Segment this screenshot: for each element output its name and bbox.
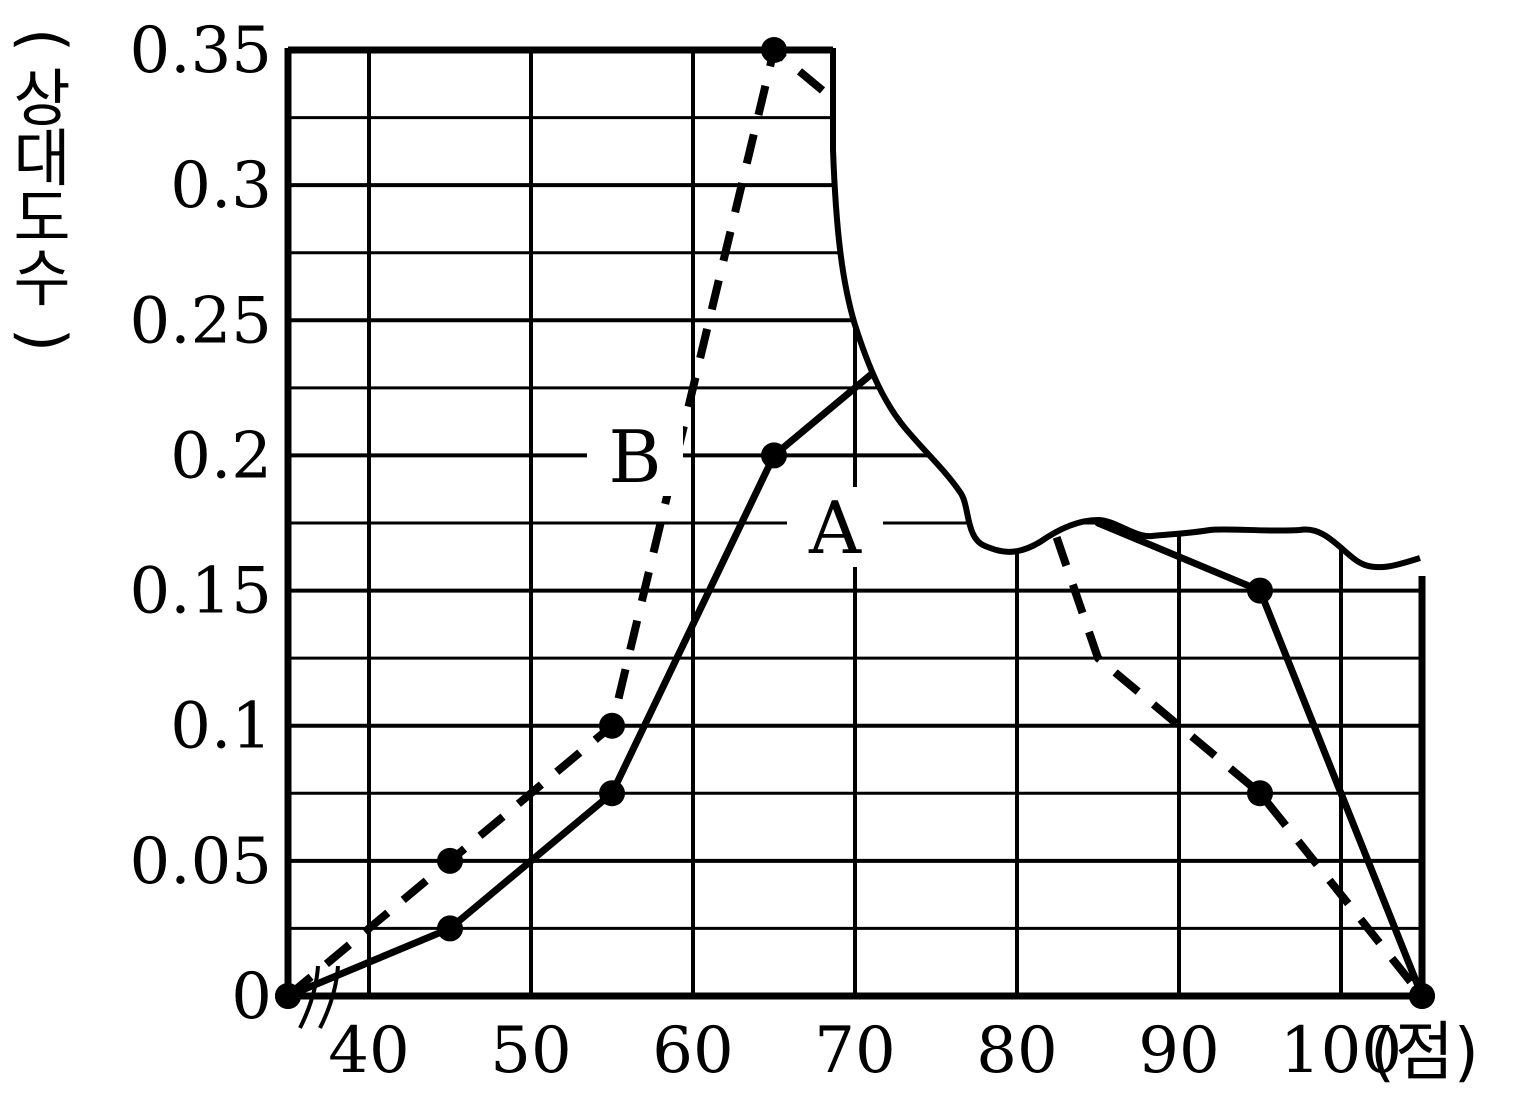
x-axis-unit-label: (점) <box>1370 1016 1479 1090</box>
data-point-B <box>599 712 625 739</box>
y-tick-label: 0.35 <box>130 14 273 88</box>
y-axis-label-char: 상 <box>13 62 70 135</box>
series-label-A: A <box>808 486 862 570</box>
torn-paper-mask <box>833 48 1526 585</box>
y-axis-label-char: 수 <box>13 242 70 315</box>
tick-labels: 0 0.05 0.1 0.15 0.2 0.25 0.3 0.35 40 50 60 70 80 90 10… <box>130 14 1403 1088</box>
data-point-A <box>599 780 625 807</box>
x-tick-label: 40 <box>328 1014 409 1088</box>
x-tick-label: 50 <box>490 1014 571 1088</box>
data-point-A <box>1247 577 1273 604</box>
series-labels: AB <box>587 415 883 570</box>
x-tick-label: 90 <box>1138 1014 1219 1088</box>
y-tick-label: 0 <box>231 960 272 1034</box>
y-tick-label: 0.15 <box>130 555 273 629</box>
data-point-A <box>761 442 787 469</box>
series-label-bg <box>587 416 683 496</box>
x-tick-label: 70 <box>814 1014 895 1088</box>
series-label-B: B <box>609 415 662 499</box>
axis-break-mark <box>298 965 340 1029</box>
axes <box>284 46 1426 1029</box>
y-tick-label: 0.3 <box>170 149 272 223</box>
torn-paper-edge <box>830 48 1421 571</box>
y-tick-label: 0.1 <box>170 690 272 764</box>
y-axis-label-char: 대 <box>13 122 70 195</box>
x-tick-label: 60 <box>652 1014 733 1088</box>
y-axis-label-char: 도 <box>13 182 70 255</box>
y-tick-label: 0.2 <box>170 419 272 493</box>
series-label-bg <box>787 487 883 567</box>
y-tick-label: 0.05 <box>130 825 273 899</box>
y-tick-label: 0.25 <box>130 284 273 358</box>
data-point-A <box>437 915 463 942</box>
x-tick-label: 100 <box>1280 1014 1402 1088</box>
x-tick-label: 80 <box>976 1014 1057 1088</box>
y-axis-label-char: ) <box>7 328 80 352</box>
series-line-A <box>286 316 1426 1000</box>
data-point-B <box>1247 780 1273 807</box>
data-point-B <box>437 847 463 874</box>
y-axis-label-char: ( <box>7 28 80 52</box>
